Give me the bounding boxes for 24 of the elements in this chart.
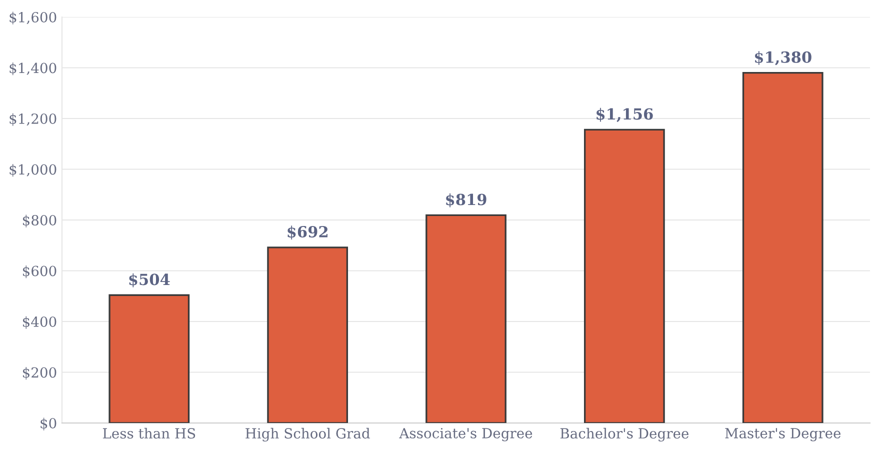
bar [426,214,506,423]
y-tick-label: $1,400 [10,62,56,76]
data-label: $692 [288,226,328,240]
x-tick-label: Master's Degree [725,428,841,442]
x-tick-label: Associate's Degree [399,428,532,442]
data-label: $504 [129,273,170,288]
x-tick-label: High School Grad [246,428,370,442]
y-tick-label: $1,600 [10,12,56,24]
bar [584,128,665,423]
data-label: $1,156 [596,108,653,122]
y-tick-label: $800 [22,214,56,228]
data-label: $1,380 [754,51,812,66]
data-label: $819 [446,193,486,208]
x-tick-label: Bachelor's Degree [560,428,689,442]
y-tick-label: $1,000 [10,164,56,177]
y-tick-label: $400 [22,316,56,329]
y-tick-label: $200 [22,366,56,380]
bar [108,294,190,423]
bar [267,246,348,423]
x-tick-label: Less than HS [102,428,196,439]
y-tick-label: $1,200 [10,113,56,126]
y-tick-label: $0 [40,418,56,430]
y-tick-label: $600 [22,265,56,278]
bar [742,72,824,423]
